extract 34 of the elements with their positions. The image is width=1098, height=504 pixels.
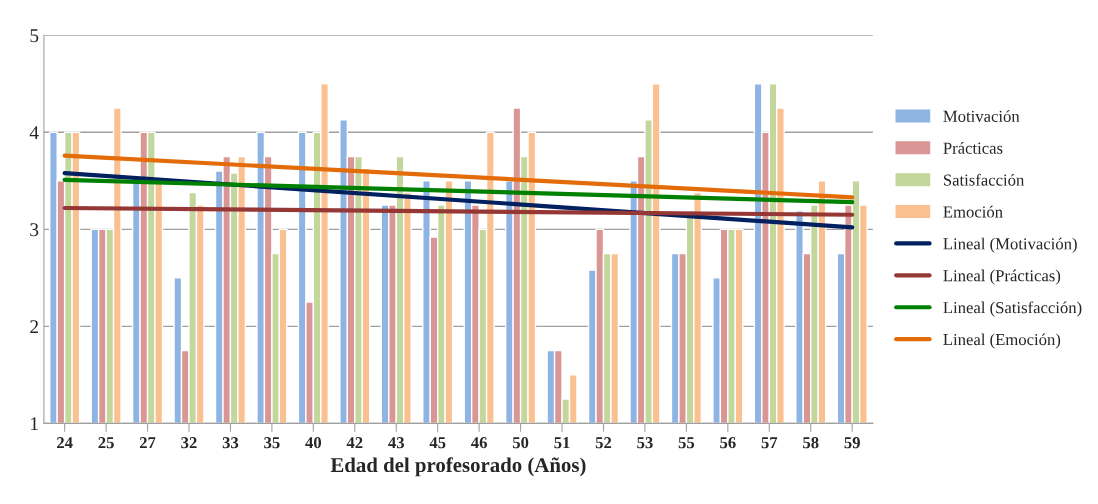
legend-label: Emoción — [943, 205, 1003, 218]
x-tick-label: 27 — [139, 437, 156, 449]
x-tick-label: 59 — [844, 437, 860, 449]
x-tick-label: 45 — [429, 437, 446, 449]
x-tick-label: 35 — [264, 437, 280, 449]
legend-label: Lineal (Prácticas) — [943, 269, 1061, 285]
x-tick-label: 40 — [305, 437, 322, 449]
x-tick-label: 57 — [761, 437, 778, 449]
x-tick-label: 56 — [720, 437, 736, 449]
x-tick-label: 46 — [471, 437, 487, 449]
legend-label: Lineal (Motivación) — [943, 237, 1077, 253]
x-tick-label: 43 — [388, 437, 404, 449]
y-tick-label: 2 — [30, 320, 38, 334]
x-tick-label: 55 — [678, 437, 695, 449]
x-tick-label: 42 — [346, 437, 363, 449]
legend-label: Lineal (Emoción) — [943, 333, 1061, 349]
y-tick-label: 1 — [31, 417, 38, 431]
x-axis-title: Edad del profesorado (Años) — [330, 457, 586, 477]
y-tick-label: 4 — [29, 126, 39, 140]
legend-label: Prácticas — [943, 142, 1003, 154]
x-tick-label: 24 — [57, 437, 73, 449]
legend-label: Lineal (Satisfacción) — [943, 301, 1082, 317]
x-tick-label: 32 — [181, 437, 197, 449]
x-tick-label: 58 — [803, 437, 819, 449]
x-tick-label: 52 — [595, 437, 612, 449]
x-tick-label: 53 — [637, 437, 653, 449]
y-tick-label: 3 — [30, 223, 39, 237]
legend-label: Satisfacción — [943, 173, 1025, 186]
x-tick-label: 51 — [554, 437, 570, 449]
x-tick-label: 25 — [98, 437, 114, 449]
x-tick-label: 50 — [512, 437, 529, 449]
legend-label: Motivación — [943, 110, 1020, 122]
x-tick-label: 33 — [222, 437, 239, 449]
y-tick-label: 5 — [30, 29, 39, 43]
